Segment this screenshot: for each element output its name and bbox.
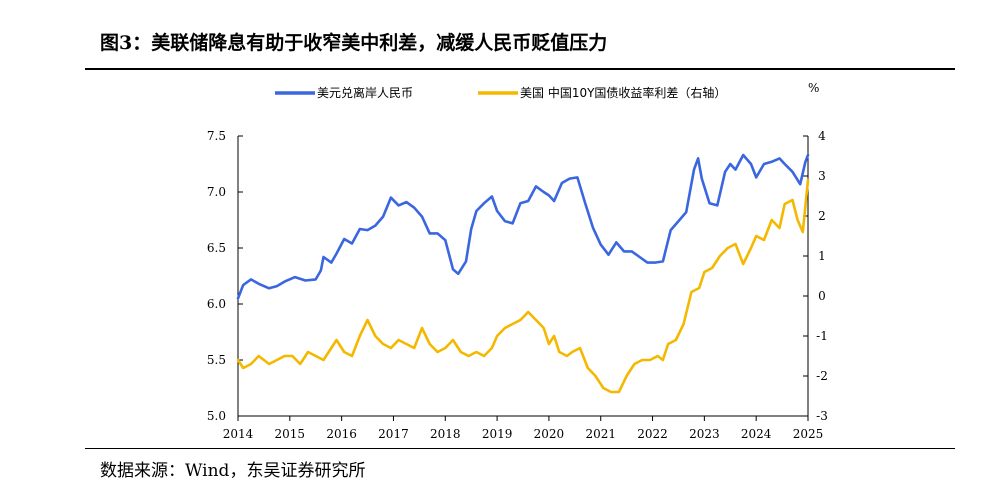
right-y-tick-label: 4 [818,129,826,143]
figure-source: 数据来源：Wind，东吴证券研究所 [100,461,366,481]
x-tick-label: 2024 [741,427,772,441]
title-rule [85,68,955,70]
x-tick-label: 2019 [482,427,513,441]
x-tick-label: 2023 [689,427,720,441]
left-y-tick-label: 7.0 [207,185,226,199]
right-y-tick-label: 1 [818,249,826,263]
legend-label-usdcnh: 美元兑离岸人民币 [317,85,413,100]
x-tick-label: 2014 [223,427,254,441]
right-y-tick-label: 2 [818,209,826,223]
x-tick-label: 2017 [378,427,409,441]
source-rule [85,448,955,449]
left-y-tick-label: 5.5 [207,353,226,367]
right-y-tick-label: 3 [818,169,826,183]
left-y-tick-label: 6.0 [207,297,226,311]
chart-axes: 5.0 5.5 6.0 6.5 7.0 7.5 -3 -2 -1 0 1 2 3 4 2014 2015 201… [207,129,828,441]
series-line-usdcnh [236,153,810,300]
x-tick-label: 2021 [585,427,616,441]
left-y-tick-label: 7.5 [207,129,226,143]
chart-series [236,153,810,394]
figure-title: 图3：美联储降息有助于收窄美中利差，减缓人民币贬值压力 [100,32,608,54]
x-tick-label: 2020 [534,427,565,441]
x-tick-label: 2018 [430,427,461,441]
right-y-tick-label: 0 [818,289,826,303]
left-y-tick-label: 5.0 [207,409,226,423]
x-tick-label: 2016 [326,427,357,441]
right-axis-unit-label: % [808,81,819,95]
left-y-tick-label: 6.5 [207,241,226,255]
series-line-us-china-10y-spread [236,178,810,394]
x-tick-label: 2025 [793,427,824,441]
legend-label-spread: 美国 中国10Y国债收益率利差（右轴） [520,85,726,100]
right-y-tick-label: -3 [816,409,828,423]
right-y-tick-label: -2 [816,369,828,383]
x-tick-label: 2015 [275,427,306,441]
chart-legend: 美元兑离岸人民币 美国 中国10Y国债收益率利差（右轴） [275,85,726,100]
x-tick-label: 2022 [637,427,668,441]
right-y-tick-label: -1 [816,329,828,343]
